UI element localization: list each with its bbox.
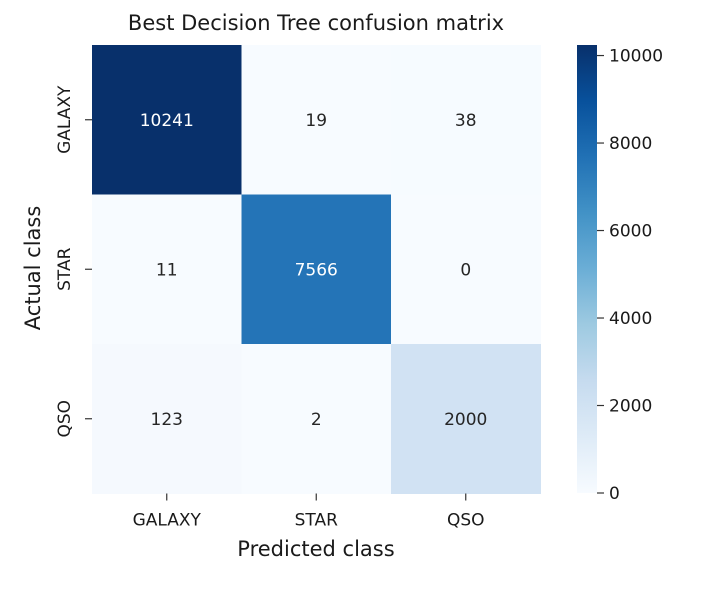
colorbar-tick-label: 8000	[609, 134, 652, 154]
y-tick-label: STAR	[55, 247, 75, 290]
heatmap-cell	[92, 344, 242, 494]
cell-value-label: 11	[156, 260, 178, 280]
cell-value-label: 123	[151, 410, 183, 430]
colorbar-tick-label: 4000	[609, 309, 652, 329]
cell-value-label: 2000	[444, 410, 487, 430]
x-tick-label: GALAXY	[133, 511, 202, 531]
colorbar-tick-label: 6000	[609, 222, 652, 242]
colorbar-tick-label: 2000	[609, 397, 652, 417]
heatmap-cell	[92, 45, 242, 195]
x-tick-label: STAR	[295, 511, 338, 531]
chart-title: Best Decision Tree confusion matrix	[128, 11, 504, 35]
cell-value-label: 10241	[140, 111, 194, 131]
x-axis-ticks: GALAXY STAR QSO	[133, 493, 485, 531]
cell-value-label: 38	[455, 111, 477, 131]
heatmap-cell	[92, 194, 242, 345]
cell-value-label: 19	[305, 111, 327, 131]
colorbar-tick-label: 10000	[609, 47, 663, 67]
y-axis-label: Actual class	[21, 206, 45, 331]
x-axis-label: Predicted class	[237, 537, 394, 561]
colorbar-ticks: 0 2000 4000 6000 8000 10000	[597, 47, 663, 504]
y-tick-label: QSO	[55, 400, 75, 438]
cell-value-label: 0	[460, 260, 471, 280]
colorbar	[577, 45, 597, 493]
heatmap-cell	[391, 344, 541, 494]
heatmap-cell	[391, 45, 541, 195]
cell-value-label: 2	[311, 410, 322, 430]
heatmap-cell	[241, 194, 392, 345]
y-tick-label: GALAXY	[55, 85, 75, 154]
cell-value-label: 7566	[295, 260, 338, 280]
heatmap-cell	[241, 45, 392, 195]
heatmap-cells: 10241 19 38 11 7566 0 123 2 2000	[92, 45, 541, 494]
x-tick-label: QSO	[447, 511, 485, 531]
colorbar-tick-label: 0	[609, 484, 620, 504]
y-axis-ticks: GALAXY STAR QSO	[55, 85, 92, 438]
heatmap-cell	[241, 344, 392, 494]
heatmap-cell	[391, 194, 541, 345]
